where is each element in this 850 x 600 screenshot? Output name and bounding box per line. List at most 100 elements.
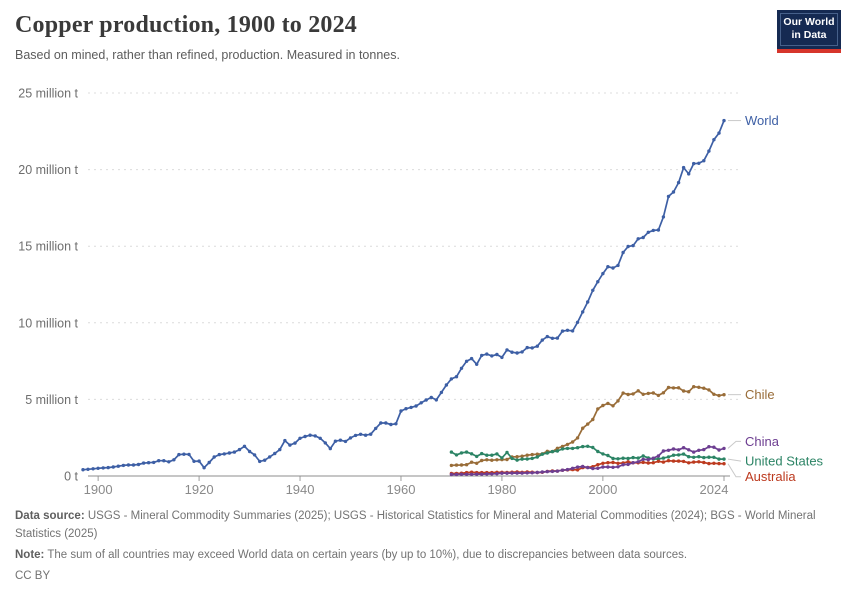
data-point (369, 432, 373, 436)
data-point (485, 458, 489, 462)
data-point (621, 456, 625, 460)
page-subtitle: Based on mined, rather than refined, pro… (15, 48, 400, 62)
data-point (616, 399, 620, 403)
data-point (575, 436, 580, 440)
series-label-chile[interactable]: Chile (745, 387, 775, 402)
data-point (237, 447, 242, 452)
x-axis-tick-label: 2000 (588, 482, 617, 497)
data-point (631, 455, 635, 460)
data-point (646, 391, 650, 396)
data-point (146, 461, 151, 465)
data-point (606, 265, 610, 269)
data-point (449, 377, 454, 381)
data-point (666, 385, 671, 390)
data-point (676, 386, 681, 390)
series-line (82, 120, 725, 471)
data-point (207, 460, 211, 465)
data-source-text: USGS - Mineral Commodity Summaries (2025… (15, 510, 816, 541)
data-point (500, 355, 504, 360)
data-point (555, 446, 560, 450)
data-point (485, 453, 489, 457)
series-china[interactable]: China (449, 434, 780, 477)
data-point (681, 389, 686, 393)
data-point (626, 392, 630, 397)
data-point (611, 266, 615, 270)
data-point (606, 453, 610, 458)
data-point (348, 436, 353, 440)
data-point (96, 466, 100, 470)
owid-logo[interactable]: Our World in Data (777, 10, 841, 54)
data-point (717, 393, 721, 398)
data-point (555, 449, 560, 453)
data-point (338, 438, 343, 442)
data-point (676, 180, 681, 185)
note-text: The sum of all countries may exceed Worl… (44, 549, 688, 562)
data-point (495, 352, 499, 357)
data-point (449, 472, 454, 477)
data-point (687, 455, 691, 459)
data-point (152, 460, 156, 465)
data-point (666, 455, 671, 459)
data-point (434, 398, 438, 402)
chart-footer: Data source: USGS - Mineral Commodity Su… (15, 507, 833, 589)
data-point (606, 401, 610, 406)
y-axis-tick-label: 5 million t (25, 393, 78, 407)
series-label-world[interactable]: World (745, 113, 779, 128)
data-point (475, 454, 479, 459)
data-point (611, 465, 615, 469)
data-point (697, 448, 701, 452)
data-point (439, 390, 444, 395)
data-point (81, 468, 85, 472)
data-point (459, 366, 464, 370)
series-united-states[interactable]: United States (449, 444, 824, 469)
data-point (520, 471, 524, 475)
data-point (182, 452, 186, 456)
copper-production-line-chart[interactable]: 0 t 5 million t 10 million t 15 million t 20… (0, 0, 850, 505)
series-world[interactable]: World (81, 113, 779, 472)
data-point (530, 346, 534, 350)
data-point (414, 404, 418, 408)
y-axis-tick-label: 20 million t (18, 163, 78, 177)
data-point (702, 455, 706, 460)
data-point (424, 398, 428, 402)
data-point (374, 426, 378, 431)
data-point (510, 471, 514, 475)
data-point (606, 465, 610, 469)
series-label-united-states[interactable]: United States (745, 454, 824, 469)
data-point (601, 465, 605, 469)
data-point (540, 470, 544, 474)
series-label-australia[interactable]: Australia (745, 469, 796, 484)
license-link[interactable]: CC BY (15, 570, 51, 583)
data-point (510, 456, 514, 461)
data-point (475, 362, 479, 366)
data-point (459, 472, 464, 476)
data-point (242, 444, 247, 448)
data-point (631, 461, 635, 465)
data-point (702, 159, 706, 163)
data-point (591, 445, 595, 450)
data-point (520, 454, 524, 458)
data-point (570, 329, 575, 333)
data-point (681, 165, 686, 170)
data-point (671, 459, 676, 463)
data-point (141, 461, 146, 465)
x-axis-tick-label: 1980 (487, 482, 516, 497)
data-source-label: Data source: (15, 510, 85, 522)
data-point (570, 440, 575, 444)
data-point (611, 460, 615, 465)
data-point (535, 452, 539, 456)
data-point (495, 452, 499, 456)
data-point (666, 448, 671, 452)
data-point (308, 433, 312, 437)
data-point (217, 452, 221, 457)
data-point (651, 461, 655, 465)
data-point (596, 466, 600, 470)
data-point (258, 459, 262, 464)
data-point (661, 449, 666, 453)
data-point (444, 383, 449, 387)
data-point (661, 460, 666, 464)
data-point (464, 359, 469, 363)
data-point (303, 434, 307, 439)
data-point (490, 472, 494, 476)
series-label-china[interactable]: China (745, 434, 780, 449)
